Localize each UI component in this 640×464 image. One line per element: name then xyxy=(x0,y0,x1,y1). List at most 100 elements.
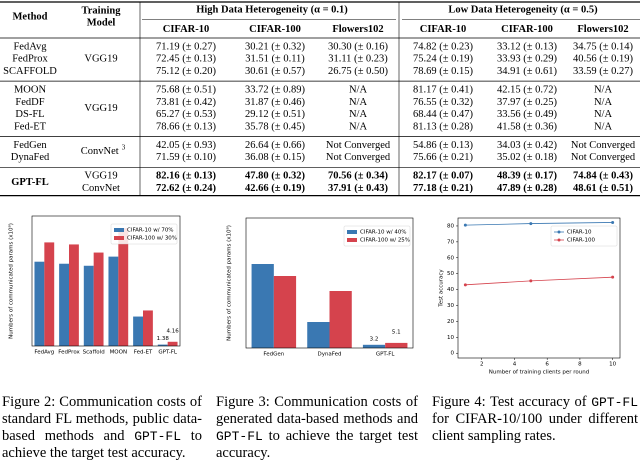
y-tick-label: 40 xyxy=(447,287,454,293)
value-label: 1.38 xyxy=(157,336,170,342)
x-tick-label: 6 xyxy=(545,362,549,368)
code-text: GPT-FL xyxy=(591,395,638,410)
cell: 75.24 (± 0.19) xyxy=(413,54,474,65)
cell: Not Converged xyxy=(326,140,391,151)
point xyxy=(529,279,533,283)
caption-text: Figure 4: Test accuracy of xyxy=(432,394,592,410)
cell: 34.91 (± 0.61) xyxy=(497,66,558,77)
bar xyxy=(34,261,45,346)
model: VGG19 xyxy=(84,171,117,182)
cell: 33.12 (± 0.13) xyxy=(497,41,558,52)
cell: Not Converged xyxy=(326,152,391,163)
cell: Not Converged xyxy=(571,152,636,163)
legend-label: CIFAR-10 w/ 40% xyxy=(360,230,407,236)
cell: 26.75 (± 0.50) xyxy=(328,66,389,77)
y-tick-label: 20 xyxy=(447,319,454,325)
cell: 31.51 (± 0.11) xyxy=(245,54,305,65)
value-label: 3.2 xyxy=(370,336,379,342)
column-header: CIFAR-10 xyxy=(420,24,466,35)
cell: 75.68 (± 0.51) xyxy=(156,85,217,96)
cell: 42.66 (± 0.19) xyxy=(245,183,306,194)
cell: N/A xyxy=(349,97,368,108)
cell: 47.89 (± 0.28) xyxy=(497,183,558,194)
line xyxy=(465,222,613,226)
bar xyxy=(69,244,79,346)
x-tick-label: FedGen xyxy=(263,352,284,358)
y-tick-label: 60 xyxy=(447,255,454,261)
caption-text: Figure 3: Communication costs of generat… xyxy=(216,394,418,427)
bar xyxy=(59,263,69,346)
legend-swatch xyxy=(347,238,357,242)
chart: Numbers of communicated params (x10⁸) Fed… xyxy=(8,215,181,356)
plot-frame xyxy=(245,217,414,349)
cell: 26.64 (± 0.66) xyxy=(245,140,306,151)
caption-text: Figure 2: Communication costs of standar… xyxy=(2,394,202,444)
method: SCAFFOLD xyxy=(3,66,57,77)
cell: 70.56 (± 0.34) xyxy=(328,171,389,182)
legend-swatch xyxy=(347,230,357,234)
cell: 71.59 (± 0.10) xyxy=(156,152,217,163)
caption: Figure 3: Communication costs of generat… xyxy=(216,394,418,462)
x-tick-label: GPT-FL xyxy=(158,350,178,356)
method: FedProx xyxy=(12,54,48,65)
x-tick-label: DynaFed xyxy=(317,352,341,358)
legend-label: CIFAR-10 xyxy=(567,230,592,236)
legend-swatch xyxy=(557,230,561,234)
cell: N/A xyxy=(594,121,613,132)
cell: N/A xyxy=(594,109,613,120)
y-axis-label: Test accuracy xyxy=(439,269,445,308)
bar xyxy=(385,342,408,348)
cell: 77.18 (± 0.21) xyxy=(413,183,474,194)
method: FedAvg xyxy=(13,41,47,52)
plot-frame xyxy=(31,215,181,347)
cell: 29.12 (± 0.51) xyxy=(245,109,306,120)
cell: 78.69 (± 0.15) xyxy=(413,66,474,77)
cell: 75.66 (± 0.21) xyxy=(413,152,474,163)
caption-text: to achieve the target test accuracy. xyxy=(216,428,418,461)
bar xyxy=(44,242,55,346)
legend-swatch xyxy=(114,228,124,232)
cell: 36.08 (± 0.15) xyxy=(245,152,306,163)
header: Training xyxy=(82,5,122,16)
header: Method xyxy=(13,11,48,22)
legend-box xyxy=(343,225,411,247)
point xyxy=(611,275,615,279)
y-tick-label: 70 xyxy=(447,239,454,245)
method: FedDF xyxy=(15,97,44,108)
cell: 42.05 (± 0.93) xyxy=(156,140,217,151)
x-tick-label: GPT-FL xyxy=(376,352,396,358)
bar xyxy=(143,310,153,346)
x-tick-label: MOON xyxy=(110,350,128,356)
y-axis-label: Numbers of communicated params (x10⁸) xyxy=(226,225,233,341)
caption: Figure 2: Communication costs of standar… xyxy=(2,394,202,462)
method: FedGen xyxy=(13,140,47,151)
y-tick-label: 30 xyxy=(447,303,454,309)
y-tick-label: 80 xyxy=(447,223,454,229)
point xyxy=(463,223,467,227)
x-tick-label: 4 xyxy=(513,362,517,368)
method: GPT-FL xyxy=(11,177,49,188)
column-header: CIFAR-10 xyxy=(163,24,209,35)
cell: 42.15 (± 0.72) xyxy=(497,85,558,96)
cell: 54.86 (± 0.13) xyxy=(413,140,474,151)
cell: 65.27 (± 0.53) xyxy=(156,109,217,120)
point xyxy=(463,283,467,287)
x-tick-label: FedProx xyxy=(58,350,80,356)
group-header: High Data Heterogeneity (α = 0.1) xyxy=(196,4,348,15)
x-tick-label: FedAvg xyxy=(34,350,54,356)
column-header: CIFAR-100 xyxy=(501,24,553,35)
cell: 37.97 (± 0.25) xyxy=(497,97,558,108)
cell: 35.02 (± 0.18) xyxy=(497,152,558,163)
x-tick-label: 8 xyxy=(578,362,582,368)
legend-swatch xyxy=(114,236,124,240)
bar xyxy=(93,252,104,346)
method: MOON xyxy=(14,85,47,96)
cell: N/A xyxy=(349,121,368,132)
y-axis-label: Numbers of communicated params (x10⁸) xyxy=(8,223,15,339)
bar xyxy=(307,322,330,348)
bar xyxy=(83,265,94,346)
line xyxy=(465,276,613,286)
cell: 72.45 (± 0.13) xyxy=(156,54,217,65)
cell: 34.75 (± 0.14) xyxy=(573,41,634,52)
